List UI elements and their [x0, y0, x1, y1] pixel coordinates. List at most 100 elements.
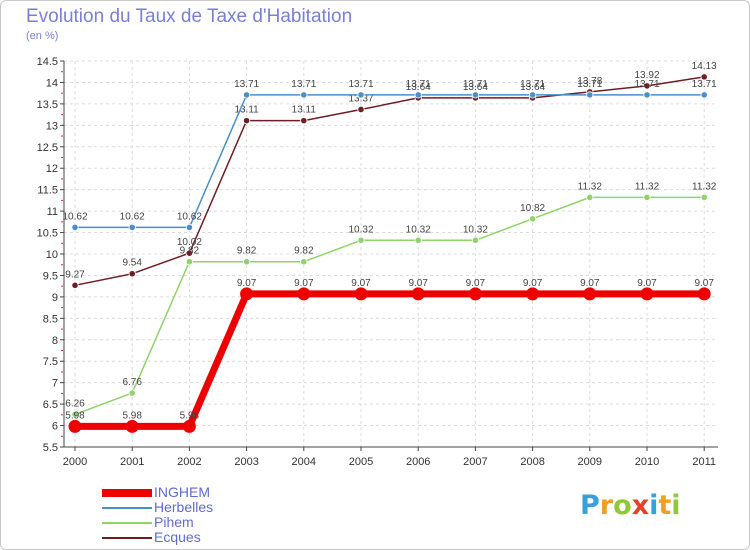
data-point-pihem [586, 193, 594, 201]
data-point-ecques [643, 82, 651, 90]
data-label-pihem: 6.26 [65, 398, 85, 409]
data-point-herbelles [528, 91, 537, 99]
data-point-herbelles [700, 91, 708, 99]
data-label-ecques: 9.27 [65, 269, 85, 280]
series-line-inghem [71, 290, 708, 430]
data-point-herbelles [243, 91, 251, 99]
data-label-herbelles: 13.71 [348, 79, 373, 90]
legend-swatch [102, 522, 152, 524]
x-tick-label: 2007 [463, 456, 487, 468]
data-label-ecques: 10.02 [177, 237, 202, 248]
data-point-herbelles [128, 223, 136, 232]
data-label-herbelles: 13.71 [634, 79, 659, 90]
legend-swatch [102, 507, 152, 509]
logo-letter: o [613, 490, 632, 521]
data-point-pihem [643, 193, 651, 201]
data-label-inghem: 9.07 [694, 278, 714, 289]
data-label-herbelles: 13.71 [463, 79, 488, 90]
data-point-inghem [583, 287, 597, 301]
y-tick-label: 12.5 [37, 142, 58, 154]
data-label-herbelles: 13.71 [406, 79, 431, 90]
data-label-herbelles: 10.62 [177, 211, 202, 222]
data-label-ecques: 9.54 [122, 258, 142, 269]
y-tick-label: 11 [47, 206, 58, 218]
data-point-ecques [700, 73, 708, 81]
data-point-pihem [414, 236, 422, 244]
data-label-ecques: 13.11 [292, 105, 317, 116]
y-tick-label: 6 [52, 421, 58, 433]
data-label-ecques: 13.64 [463, 82, 488, 93]
data-point-pihem [185, 258, 193, 266]
data-label-pihem: 6.76 [122, 377, 142, 388]
data-point-herbelles [357, 91, 365, 99]
data-point-herbelles [71, 223, 79, 232]
proxiti-logo: Proxiti [580, 490, 681, 521]
data-point-ecques [243, 117, 251, 125]
data-label-ecques: 14.13 [692, 61, 717, 72]
data-label-inghem: 9.07 [637, 278, 657, 289]
data-label-inghem: 9.07 [351, 278, 371, 289]
y-tick-label: 13 [46, 120, 58, 132]
data-point-herbelles [471, 91, 479, 99]
data-point-pihem [128, 389, 136, 397]
data-label-pihem: 10.82 [520, 203, 545, 214]
data-point-ecques [71, 281, 79, 289]
x-tick-label: 2002 [177, 456, 201, 468]
logo-letter: x [631, 490, 650, 521]
data-point-herbelles [300, 91, 308, 99]
data-label-herbelles: 10.62 [120, 211, 145, 222]
data-label-herbelles: 13.71 [520, 79, 545, 90]
data-label-pihem: 9.82 [180, 246, 200, 257]
data-label-herbelles: 10.62 [62, 211, 87, 222]
data-label-inghem: 9.07 [294, 278, 314, 289]
x-tick-label: 2011 [692, 456, 716, 468]
data-point-inghem [354, 287, 368, 301]
x-tick-label: 2005 [349, 456, 373, 468]
data-label-pihem: 10.32 [406, 224, 431, 235]
data-point-pihem [357, 236, 365, 244]
data-point-inghem [640, 287, 654, 301]
data-point-inghem [411, 287, 425, 301]
data-label-ecques: 13.78 [577, 76, 602, 87]
y-tick-label: 10 [46, 249, 58, 261]
y-tick-label: 9.5 [43, 270, 58, 282]
data-point-inghem [68, 419, 82, 433]
x-tick-label: 2000 [63, 456, 87, 468]
data-label-herbelles: 13.71 [291, 79, 316, 90]
data-label-pihem: 10.32 [348, 224, 373, 235]
logo-letter: i [649, 490, 659, 521]
data-label-herbelles: 13.71 [692, 79, 717, 90]
x-tick-label: 2004 [292, 456, 316, 468]
data-label-pihem: 11.32 [692, 181, 717, 192]
x-tick-label: 2006 [406, 456, 430, 468]
data-label-herbelles: 13.71 [577, 79, 602, 90]
data-label-inghem: 9.07 [523, 278, 543, 289]
x-tick-label: 2001 [120, 456, 144, 468]
legend-swatch [102, 537, 152, 539]
data-point-inghem [125, 419, 139, 433]
data-label-inghem: 9.07 [237, 278, 257, 289]
x-tick-label: 2009 [578, 456, 602, 468]
series-line-ecques [74, 76, 705, 287]
y-tick-label: 5.5 [43, 442, 58, 454]
data-point-inghem [297, 287, 311, 301]
data-point-ecques [300, 117, 308, 125]
data-label-inghem: 9.07 [466, 278, 486, 289]
legend-label: INGHEM [154, 484, 210, 500]
logo-letter: i [671, 490, 681, 521]
logo-letter: P [580, 490, 600, 521]
data-label-inghem: 9.07 [580, 278, 600, 289]
y-tick-label: 14 [46, 77, 58, 89]
data-label-ecques: 13.11 [234, 105, 259, 116]
y-tick-label: 6.5 [43, 399, 58, 411]
chart-subtitle: (en %) [26, 30, 59, 42]
data-label-inghem: 5.98 [65, 410, 85, 421]
legend-label: Ecques [154, 529, 201, 545]
y-tick-label: 8 [52, 335, 58, 347]
data-label-herbelles: 13.71 [234, 79, 259, 90]
data-point-pihem [471, 236, 479, 244]
data-point-inghem [182, 419, 196, 433]
y-tick-label: 7 [52, 378, 58, 390]
y-tick-label: 11.5 [37, 185, 58, 197]
